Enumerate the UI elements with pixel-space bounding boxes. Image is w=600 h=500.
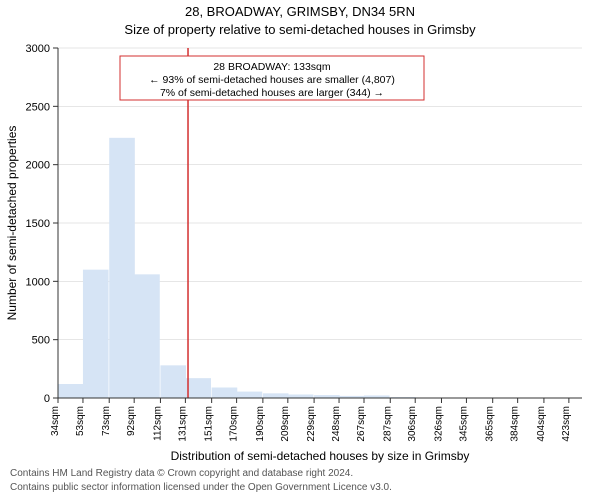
x-tick-label: 345sqm [458,406,469,442]
x-tick-label: 131sqm [177,406,188,442]
y-axis-label: Number of semi-detached properties [5,126,19,321]
chart-title-line2: Size of property relative to semi-detach… [124,22,476,37]
x-tick-label: 423sqm [561,406,572,442]
annotation-line: 7% of semi-detached houses are larger (3… [160,87,384,99]
chart-svg: 28, BROADWAY, GRIMSBY, DN34 5RN Size of p… [0,0,600,500]
histogram-bar [263,393,289,398]
footer-line1: Contains HM Land Registry data © Crown c… [10,468,353,479]
x-tick-label: 34sqm [50,406,61,436]
x-tick-label: 209sqm [280,406,291,442]
x-axis-label: Distribution of semi-detached houses by … [171,449,470,463]
histogram-bar [83,270,109,398]
x-tick-label: 365sqm [485,406,496,442]
x-tick-label: 73sqm [101,406,112,436]
y-tick-label: 2500 [26,101,50,113]
histogram-bar [134,274,160,398]
x-tick-label: 267sqm [356,406,367,442]
x-tick-label: 190sqm [255,406,266,442]
x-tick-label: 248sqm [331,406,342,442]
chart-title-line1: 28, BROADWAY, GRIMSBY, DN34 5RN [185,4,415,19]
annotation-line: ← 93% of semi-detached houses are smalle… [149,74,395,86]
x-tick-label: 229sqm [306,406,317,442]
y-tick-label: 1000 [26,276,50,288]
histogram-bar [212,388,238,399]
histogram-chart: 28, BROADWAY, GRIMSBY, DN34 5RN Size of p… [0,0,600,500]
y-tick-label: 3000 [26,43,50,55]
y-tick-label: 2000 [26,160,50,172]
footer-line2: Contains public sector information licen… [10,482,392,493]
x-tick-label: 326sqm [433,406,444,442]
x-tick-label: 53sqm [75,406,86,436]
y-tick-label: 1500 [26,218,50,230]
histogram-bar [185,378,211,398]
x-tick-label: 306sqm [407,406,418,442]
x-tick-label: 287sqm [382,406,393,442]
histogram-bar [288,395,314,399]
x-tick-label: 92sqm [126,406,137,436]
y-tick-label: 0 [44,393,50,405]
annotation-line: 28 BROADWAY: 133sqm [213,61,331,73]
histogram-bar [109,138,135,398]
x-tick-label: 151sqm [204,406,215,442]
y-tick-label: 500 [32,335,50,347]
x-tick-label: 384sqm [510,406,521,442]
x-tick-label: 404sqm [536,406,547,442]
histogram-bar [58,384,84,398]
histogram-bar [160,365,186,398]
x-tick-label: 112sqm [152,406,163,441]
x-tick-label: 170sqm [229,406,240,442]
histogram-bar [237,392,263,398]
